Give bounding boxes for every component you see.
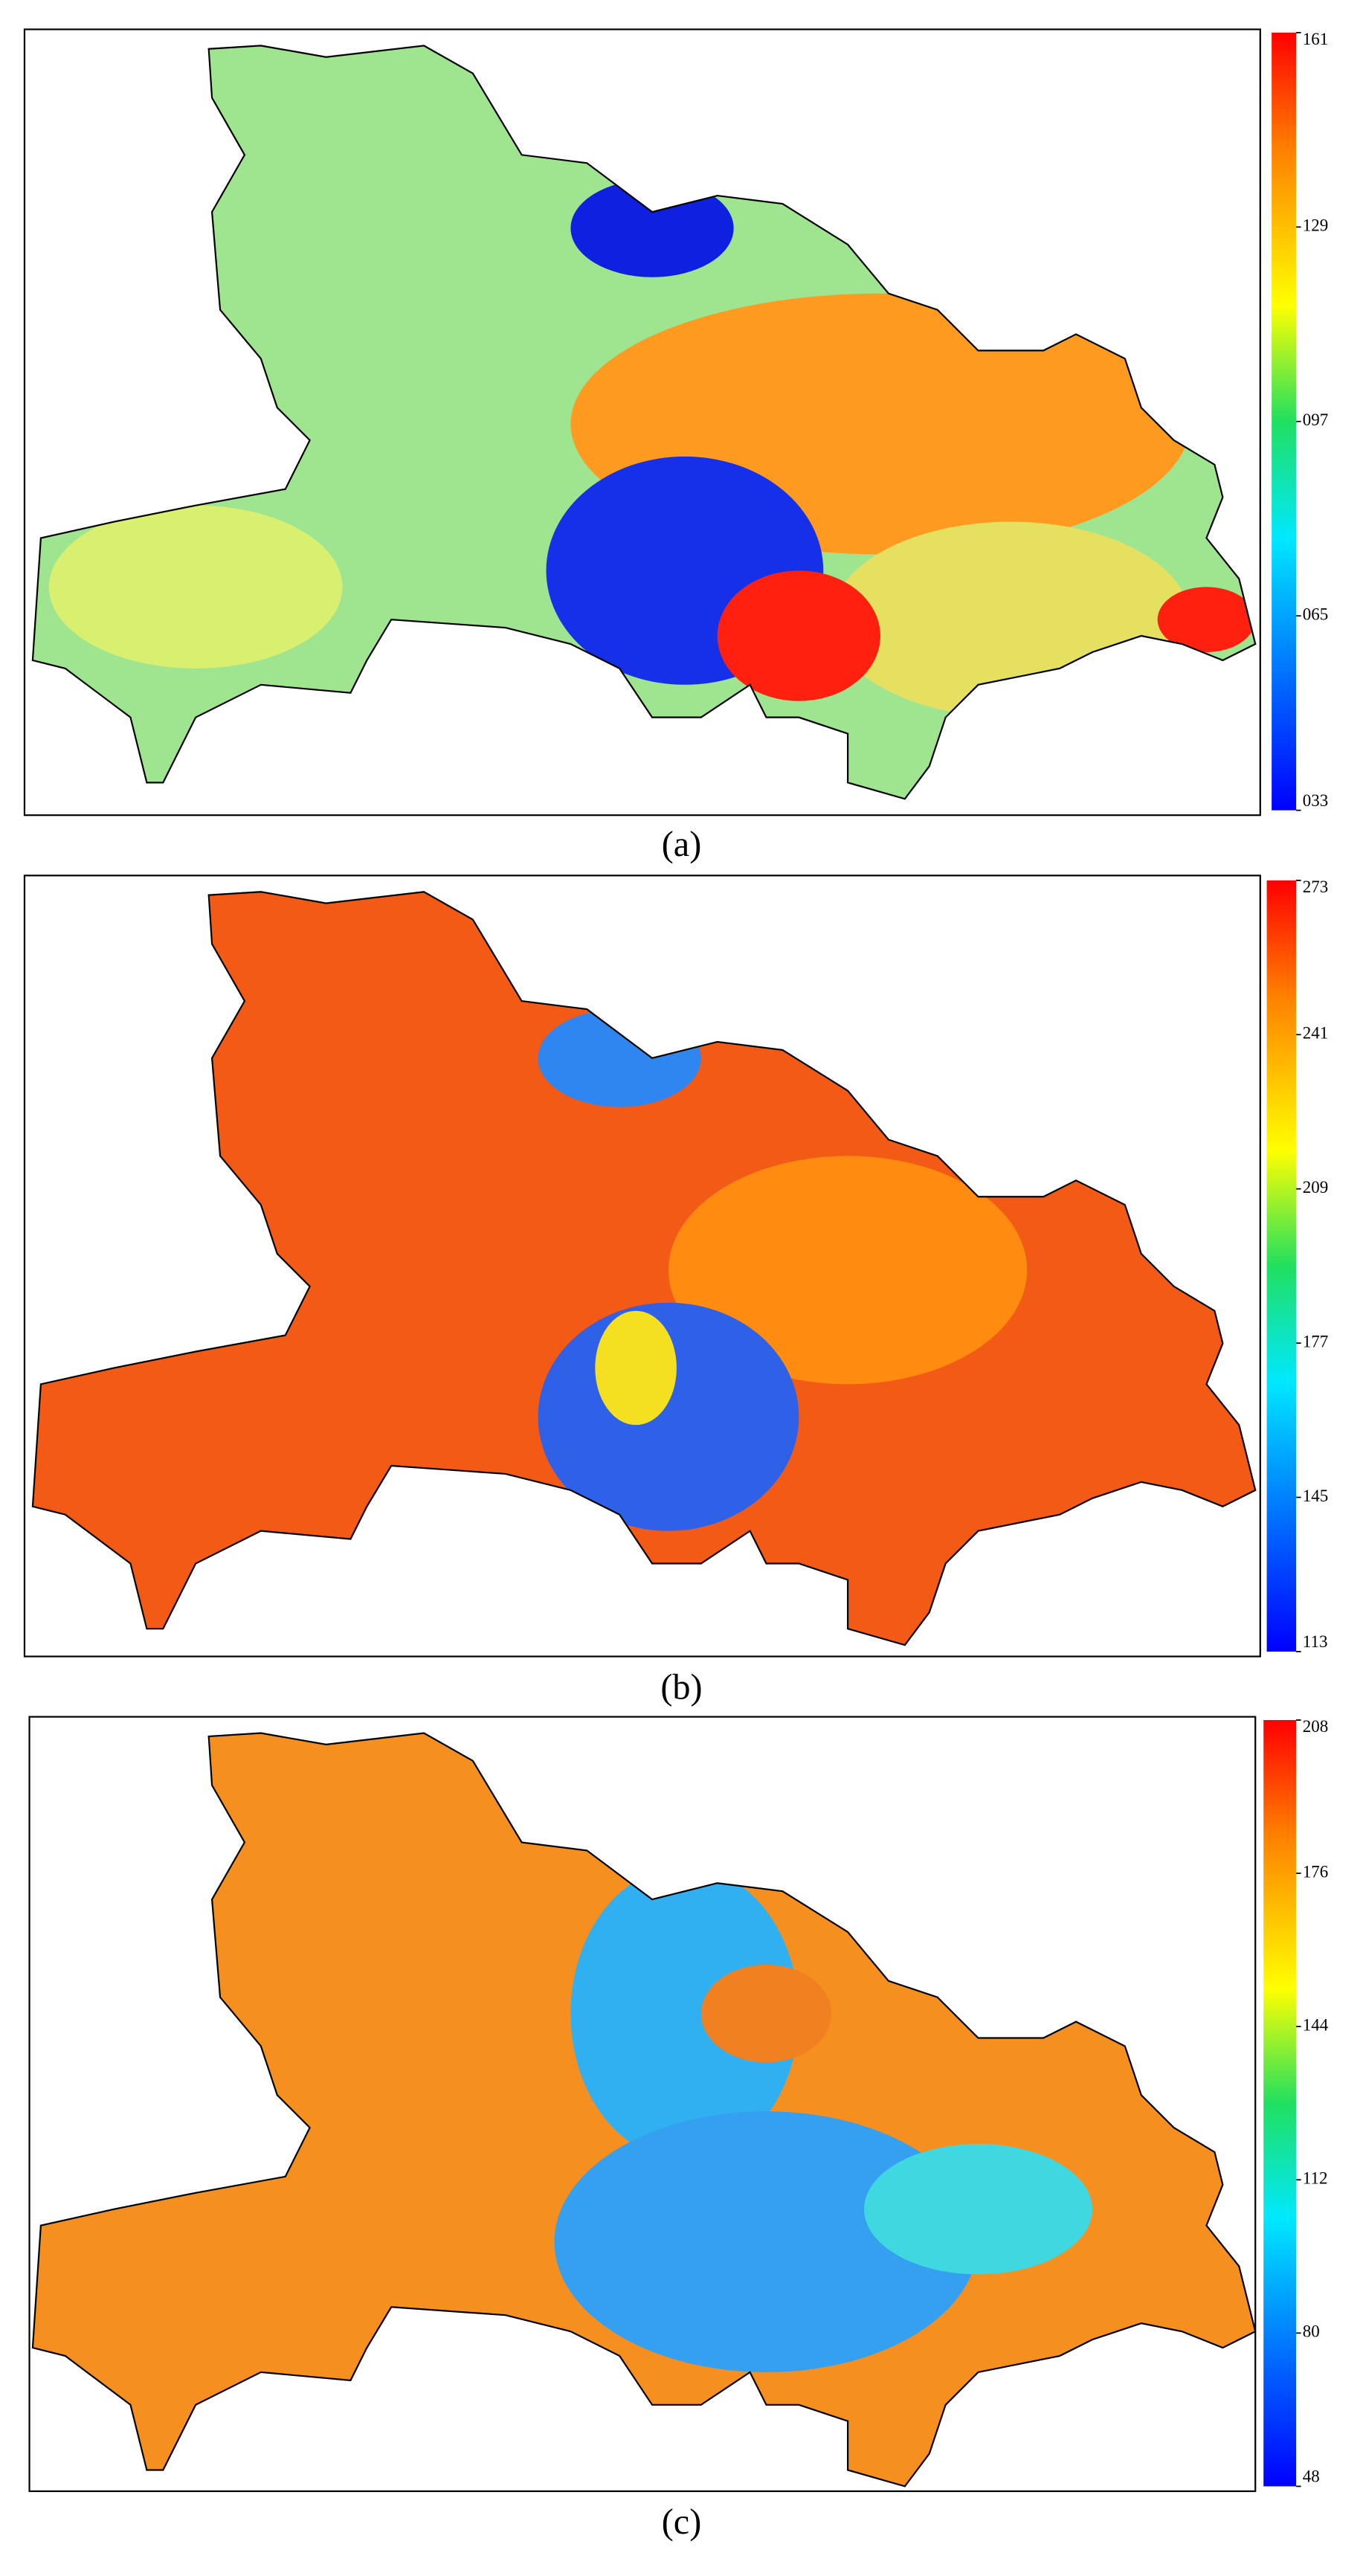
colorbar-tick-label: 113 — [1303, 1632, 1328, 1651]
colorbar-tick-label: 112 — [1303, 2168, 1328, 2188]
colorbar-tick-label: 129 — [1303, 216, 1329, 235]
map-panel — [28, 1716, 1257, 2493]
colorbar — [1266, 880, 1297, 1652]
colorbar-tick-label: 241 — [1303, 1023, 1329, 1043]
colorbar-tick-label: 065 — [1303, 604, 1329, 623]
colorbar-tick-label: 033 — [1303, 790, 1329, 810]
colorbar-tick-label: 80 — [1303, 2322, 1320, 2341]
panel-label: (a) — [662, 825, 702, 864]
map-panel — [23, 28, 1261, 817]
colorbar-tick-label: 145 — [1303, 1486, 1329, 1505]
colorbar-tick-label: 097 — [1303, 410, 1329, 429]
colorbar-tick-label: 177 — [1303, 1331, 1329, 1350]
panel-label: (c) — [662, 2502, 702, 2542]
panel-label: (b) — [660, 1668, 702, 1707]
colorbar-tick-label: 48 — [1303, 2467, 1320, 2486]
colorbar-tick-label: 273 — [1303, 877, 1329, 896]
colorbar — [1263, 1719, 1297, 2487]
colorbar-tick-label: 209 — [1303, 1177, 1329, 1197]
colorbar-tick-label: 161 — [1303, 29, 1329, 48]
map-panel — [23, 875, 1261, 1658]
colorbar-tick-label: 208 — [1303, 1716, 1329, 1736]
colorbar-tick-label: 176 — [1303, 1861, 1329, 1881]
colorbar — [1272, 32, 1297, 811]
colorbar-tick-label: 144 — [1303, 2015, 1329, 2034]
